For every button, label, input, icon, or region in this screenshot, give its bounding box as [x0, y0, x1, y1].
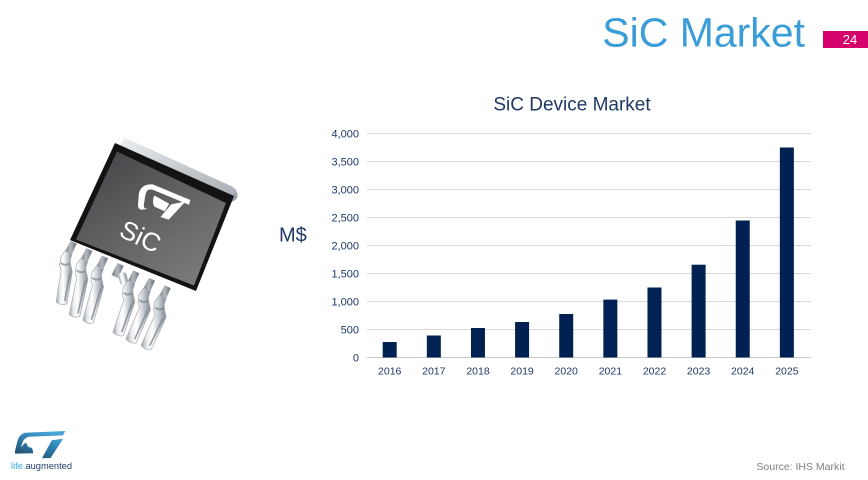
svg-text:1,500: 1,500 — [331, 269, 359, 281]
svg-text:1,000: 1,000 — [331, 297, 359, 309]
svg-text:2017: 2017 — [422, 366, 446, 378]
svg-text:3,500: 3,500 — [331, 157, 359, 169]
svg-text:500: 500 — [341, 325, 359, 337]
svg-text:SiC Device Market: SiC Device Market — [493, 95, 651, 116]
svg-text:2019: 2019 — [510, 366, 534, 378]
svg-text:Source: IHS Markit: Source: IHS Markit — [756, 461, 844, 473]
svg-text:2018: 2018 — [466, 366, 490, 378]
svg-text:2021: 2021 — [599, 366, 623, 378]
svg-text:M$: M$ — [279, 224, 307, 246]
svg-text:2024: 2024 — [731, 366, 755, 378]
svg-text:2022: 2022 — [643, 366, 667, 378]
svg-text:4,000: 4,000 — [331, 129, 359, 141]
svg-text:2020: 2020 — [555, 366, 579, 378]
svg-text:2025: 2025 — [775, 366, 799, 378]
svg-text:2,500: 2,500 — [331, 213, 359, 225]
svg-text:24: 24 — [843, 32, 857, 47]
svg-text:life.augmented: life.augmented — [11, 461, 72, 471]
svg-text:3,000: 3,000 — [331, 185, 359, 197]
svg-text:2023: 2023 — [687, 366, 711, 378]
svg-text:2,000: 2,000 — [331, 241, 359, 253]
svg-text:SiC Market: SiC Market — [602, 10, 805, 56]
svg-text:2016: 2016 — [378, 366, 402, 378]
svg-text:0: 0 — [353, 353, 359, 365]
